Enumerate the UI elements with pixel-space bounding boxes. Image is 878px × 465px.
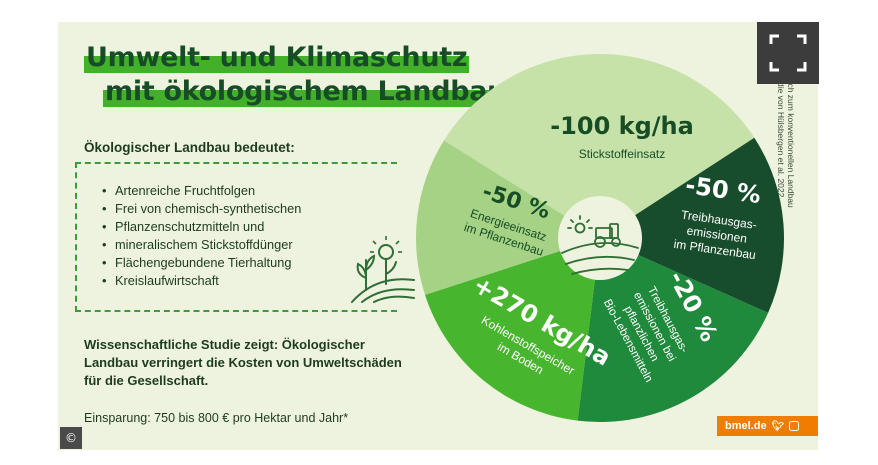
title-line-1: Umwelt- und Klimaschutz	[84, 42, 470, 73]
segment-caption: Stickstoffeinsatz	[579, 147, 665, 161]
wheel-segment	[443, 53, 755, 217]
instagram-icon[interactable]	[789, 421, 800, 431]
brand-badge[interactable]: bmel.de 🐦︎	[717, 416, 818, 436]
wheel-segment	[577, 254, 769, 422]
bullet-continuation: mineralischem Stickstoffdünger	[102, 236, 301, 254]
fullscreen-button[interactable]	[757, 22, 819, 84]
bullet-item: Frei von chemisch-synthetischen	[102, 200, 301, 218]
segment-value: -100 kg/ha	[550, 112, 694, 140]
wheel-segment	[425, 250, 596, 421]
title-line-2: mit ökologischem Landbau	[103, 76, 509, 107]
plant-field-icon	[351, 236, 415, 303]
wheel-segment	[633, 137, 784, 313]
twitter-icon[interactable]: 🐦︎	[771, 420, 785, 432]
subheading: Ökologischer Landbau bedeutet:	[84, 140, 295, 155]
expand-icon[interactable]	[757, 22, 819, 84]
wheel-segment	[416, 140, 567, 295]
infographic-card: Umwelt- und Klimaschutz mit ökologischem…	[58, 22, 818, 450]
bullet-list: Artenreiche Fruchtfolgen Frei von chemis…	[102, 182, 301, 290]
wheel-segments	[416, 53, 784, 422]
copyright-button[interactable]: ©	[60, 427, 82, 449]
bullet-continuation: Pflanzenschutzmitteln und	[102, 218, 301, 236]
bullet-item: Kreislaufwirtschaft	[102, 272, 301, 290]
savings-note: Einsparung: 750 bis 800 € pro Hektar und…	[84, 411, 349, 425]
dashed-frame	[75, 162, 397, 312]
bullet-item: Flächengebundene Tierhaltung	[102, 254, 301, 272]
study-statement: Wissenschaftliche Studie zeigt: Ökologis…	[84, 337, 402, 388]
farm-center-icon	[558, 196, 642, 280]
segment-label: -100 kg/ha Stickstoffeinsatz	[550, 112, 694, 161]
brand-text[interactable]: bmel.de	[725, 420, 767, 432]
bullet-item: Artenreiche Fruchtfolgen	[102, 182, 301, 200]
